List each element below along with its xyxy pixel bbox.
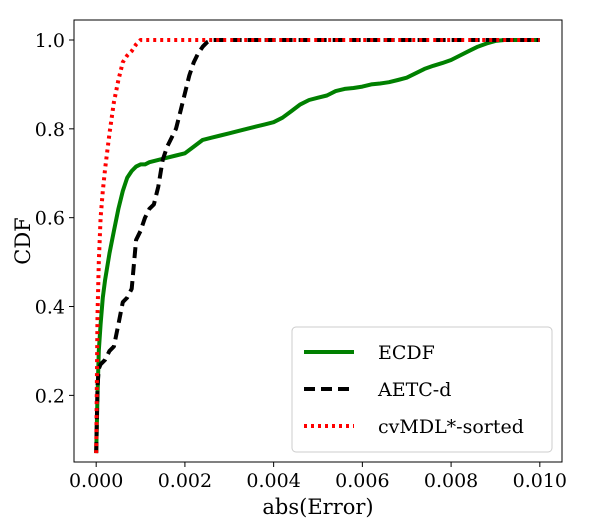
x-tick-label: 0.006 xyxy=(335,470,389,492)
x-axis-ticks: 0.000 0.002 0.004 0.006 0.008 0.010 xyxy=(69,462,567,492)
x-tick-label: 0.010 xyxy=(513,470,567,492)
y-tick-label: 0.2 xyxy=(35,385,65,407)
legend-label-0: ECDF xyxy=(378,342,435,364)
y-tick-label: 0.8 xyxy=(35,119,65,141)
x-tick-label: 0.004 xyxy=(246,470,300,492)
legend: ECDF AETC-d cvMDL*-sorted xyxy=(291,326,553,453)
series-line-1 xyxy=(94,38,540,454)
legend-box xyxy=(291,326,553,453)
legend-label-1: AETC-d xyxy=(377,379,451,401)
x-tick-label: 0.002 xyxy=(158,470,212,492)
y-tick-label: 0.4 xyxy=(35,297,65,319)
y-axis-ticks: 0.2 0.4 0.6 0.8 1.0 xyxy=(35,30,74,407)
plot-frame xyxy=(73,19,563,463)
y-tick-label: 0.6 xyxy=(35,208,65,230)
x-axis-label: abs(Error) xyxy=(262,495,373,519)
series-line-0 xyxy=(94,38,540,454)
x-tick-label: 0.000 xyxy=(69,470,123,492)
y-axis-label: CDF xyxy=(11,217,35,264)
series-layer xyxy=(94,38,540,454)
legend-items: ECDF AETC-d cvMDL*-sorted xyxy=(304,342,524,438)
legend-label-2: cvMDL*-sorted xyxy=(378,416,524,438)
x-tick-label: 0.008 xyxy=(424,470,478,492)
y-tick-label: 1.0 xyxy=(35,30,65,52)
